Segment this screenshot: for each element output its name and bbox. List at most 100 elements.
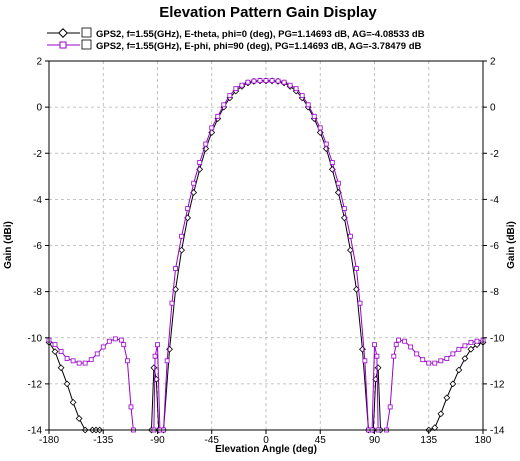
data-point <box>173 266 178 271</box>
data-point <box>112 336 118 342</box>
data-point <box>329 160 335 165</box>
data-point <box>69 398 77 406</box>
data-point <box>227 93 233 98</box>
data-point <box>239 82 245 88</box>
data-point <box>402 338 408 344</box>
data-point <box>106 338 112 344</box>
data-point <box>75 415 83 422</box>
data-point <box>118 337 124 343</box>
data-point <box>354 266 359 271</box>
data-point <box>128 404 134 410</box>
y-axis-label-right: Gain (dBi) <box>506 221 517 269</box>
data-point <box>70 358 76 364</box>
x-tick-label: -135 <box>93 435 113 446</box>
data-point <box>269 78 275 84</box>
data-point <box>374 353 380 359</box>
data-point <box>197 160 203 165</box>
legend-checkbox-e-phi[interactable] <box>81 39 92 50</box>
data-point <box>191 180 197 186</box>
legend-entry-e-theta: GPS2, f=1.55(GHz), E-theta, phi=0 (deg),… <box>47 27 425 40</box>
data-point <box>414 351 420 357</box>
data-point <box>474 338 480 344</box>
data-point <box>437 410 445 418</box>
data-point <box>461 355 469 362</box>
y-tick-label-right: 2 <box>490 57 496 68</box>
data-point <box>169 300 175 306</box>
data-point <box>311 113 317 119</box>
data-point <box>155 342 160 348</box>
y-tick-label-left: -10 <box>28 333 43 344</box>
data-point <box>455 366 463 374</box>
data-point <box>468 339 474 345</box>
data-point <box>408 344 414 350</box>
y-tick-label-left: -4 <box>33 195 42 206</box>
plot-area <box>45 77 487 434</box>
data-point <box>94 351 100 357</box>
y-tick-label-right: -10 <box>490 333 505 344</box>
data-point <box>221 102 227 108</box>
data-point <box>396 337 402 343</box>
legend-label-e-phi: GPS2, f=1.55(GHz), E-phi, phi=90 (deg), … <box>96 41 422 52</box>
data-point <box>58 349 64 354</box>
x-tick-label: -180 <box>39 435 59 446</box>
data-point <box>420 357 426 363</box>
x-axis-label: Elevation Angle (deg) <box>215 444 317 455</box>
y-tick-label-right: -12 <box>490 379 505 390</box>
data-point <box>426 360 432 366</box>
x-tick-label: 0 <box>263 435 269 446</box>
data-point <box>52 342 58 348</box>
data-point <box>347 233 353 239</box>
y-tick-label-right: -8 <box>490 287 499 298</box>
data-point <box>257 78 263 84</box>
axis-ticks: -180 -135 -90 -45 0 45 90 135 180 2 2 0 0 -2 -2 -4 -4 -6 -… <box>28 57 505 447</box>
data-point <box>185 206 191 212</box>
data-point <box>233 86 239 92</box>
data-point <box>346 246 354 254</box>
data-point <box>449 380 457 388</box>
data-point <box>432 360 438 366</box>
legend-checkbox-e-theta[interactable] <box>81 27 92 38</box>
data-point <box>335 180 341 186</box>
data-point <box>293 86 299 92</box>
data-point <box>275 78 281 84</box>
y-tick-label-left: -14 <box>28 426 43 437</box>
x-tick-label: -90 <box>150 435 165 446</box>
data-point <box>76 360 82 366</box>
legend-marker-e-theta <box>58 28 68 38</box>
data-point <box>362 358 368 364</box>
y-axis-label-left: Gain (dBi) <box>3 221 14 269</box>
data-point <box>467 345 475 353</box>
data-point <box>63 380 71 388</box>
data-point <box>51 348 59 355</box>
data-point <box>372 342 377 348</box>
data-point <box>150 364 158 372</box>
y-tick-label-left: 0 <box>36 103 42 114</box>
y-tick-label-right: -2 <box>490 149 499 160</box>
data-point <box>462 343 468 349</box>
legend: GPS2, f=1.55(GHz), E-theta, phi=0 (deg),… <box>47 27 425 52</box>
data-point <box>450 351 456 357</box>
grid <box>49 61 483 430</box>
data-point <box>215 113 221 119</box>
y-tick-label-right: 0 <box>490 103 496 114</box>
chart-title: Elevation Pattern Gain Display <box>159 4 377 21</box>
y-tick-label-left: -2 <box>33 149 42 160</box>
y-tick-label-left: -12 <box>28 379 43 390</box>
data-point <box>341 206 347 212</box>
data-point <box>393 342 399 348</box>
x-tick-label: 180 <box>475 435 492 446</box>
legend-label-e-theta: GPS2, f=1.55(GHz), E-theta, phi=0 (deg),… <box>96 29 425 40</box>
data-point <box>456 346 462 352</box>
data-point <box>203 141 209 147</box>
data-point <box>443 394 451 402</box>
data-point <box>164 358 170 364</box>
data-point <box>64 356 70 361</box>
y-tick-label-left: -6 <box>33 241 42 252</box>
data-point <box>387 404 393 410</box>
data-point <box>57 364 65 372</box>
data-point <box>100 344 106 350</box>
x-tick-label: 90 <box>369 435 381 446</box>
x-tick-label: 135 <box>420 435 437 446</box>
data-point <box>281 79 287 85</box>
x-tick-label: 45 <box>315 435 327 446</box>
